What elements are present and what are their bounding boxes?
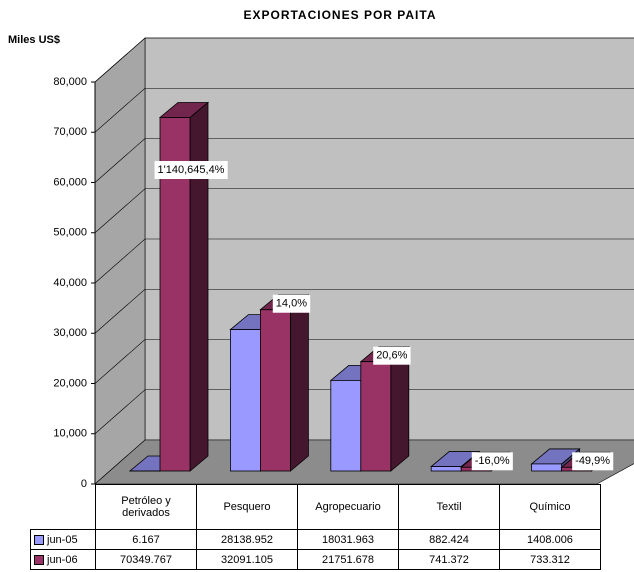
bar-side <box>189 101 209 472</box>
annotation: -16,0% <box>475 455 510 467</box>
y-tick-label: 10,000 <box>53 428 87 440</box>
table-value: 18031.963 <box>297 529 399 550</box>
legend-label: jun-05 <box>47 533 78 546</box>
category-label: Químico <box>499 484 601 530</box>
table-value: 70349.767 <box>95 549 197 570</box>
data-table: Petróleo y derivados Pesquero Agropecuario… <box>30 484 601 570</box>
grid-line <box>94 238 634 284</box>
table-value: 32091.105 <box>196 549 298 570</box>
y-tick-label: 30,000 <box>53 327 87 339</box>
annotation: 1'140,645,4% <box>158 164 225 176</box>
bar <box>158 101 210 472</box>
annotation-box <box>572 452 614 471</box>
table-value: 741.372 <box>398 549 500 570</box>
annotation: 20,6% <box>376 350 407 362</box>
grid-line <box>94 138 634 183</box>
y-tick-label: 40,000 <box>53 277 87 289</box>
table-value: 21751.678 <box>297 549 399 570</box>
annotation-box <box>154 161 228 179</box>
legend-entry: jun-06 <box>30 549 96 570</box>
legend-label: jun-06 <box>47 553 78 566</box>
grid-line <box>94 288 634 334</box>
bar-front <box>430 466 462 472</box>
y-tick-label: 70,000 <box>53 126 87 138</box>
annotation: -49,9% <box>575 455 610 467</box>
y-tick-label: 80,000 <box>53 76 87 88</box>
y-tick-label: 20,000 <box>53 377 87 389</box>
bar-front <box>360 361 392 472</box>
grid-line <box>94 87 634 133</box>
bar-front <box>330 379 362 472</box>
category-label: Pesquero <box>196 484 298 530</box>
legend-entry: jun-05 <box>30 529 96 550</box>
bar <box>259 293 310 472</box>
y-tick-label: 50,000 <box>53 227 87 239</box>
bar-front <box>531 463 562 472</box>
table-value: 733.312 <box>499 549 601 570</box>
bar-front <box>229 329 261 472</box>
table-value: 882.424 <box>398 529 500 550</box>
bar <box>359 345 410 472</box>
legend-swatch <box>34 554 44 565</box>
bar-side <box>390 345 410 472</box>
category-label: Textil <box>398 484 500 530</box>
annotation: 14,0% <box>276 298 307 310</box>
chart-title: EXPORTACIONES POR PAITA <box>243 8 436 22</box>
grid-line <box>94 188 634 233</box>
y-tick-label: 0 <box>81 478 87 490</box>
table-value: 6.167 <box>95 529 197 550</box>
table-value: 1408.006 <box>499 529 601 550</box>
table-value: 28138.952 <box>196 529 298 550</box>
annotation-box <box>272 294 311 313</box>
grid-line <box>94 339 634 384</box>
bar-front <box>259 309 291 472</box>
bar-side <box>289 293 309 472</box>
grid-line <box>94 389 634 434</box>
grid-line <box>94 37 634 83</box>
category-label: Petróleo y derivados <box>95 484 197 530</box>
y-tick-label: 60,000 <box>53 176 87 188</box>
annotation-box <box>373 346 411 365</box>
annotation-box <box>471 452 513 471</box>
category-label: Agropecuario <box>297 484 399 530</box>
legend-swatch <box>34 534 44 545</box>
y-axis-label: Miles US$ <box>8 34 60 46</box>
